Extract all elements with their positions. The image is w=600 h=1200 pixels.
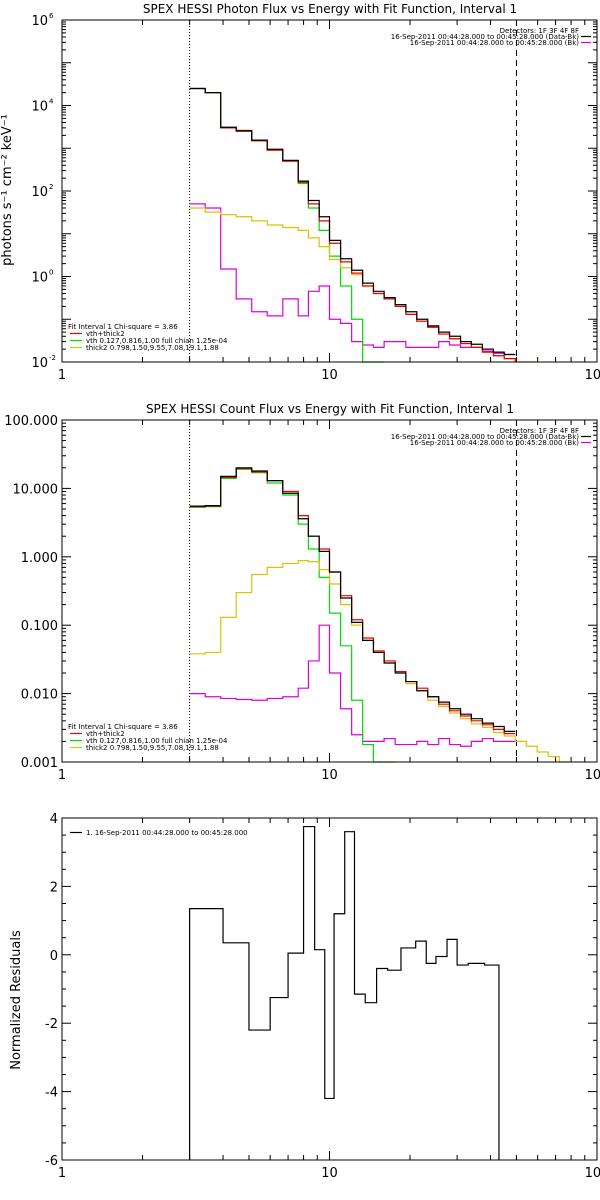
residuals-legend-text: 1. 16-Sep-2011 00:44:28.000 to 00:45:28.… <box>86 829 248 837</box>
count-flux-legend-bottom-text: Fit Interval 1 Chi-square = 3.86 <box>68 723 178 731</box>
photon-flux-series <box>189 20 538 363</box>
photon-flux-title: SPEX HESSI Photon Flux vs Energy with Fi… <box>143 2 517 16</box>
photon-flux-y-tick-label: 10 <box>31 185 48 200</box>
photon-flux-y-tick-exponent: 4 <box>49 98 54 106</box>
count-flux-y-tick-label: 0.100 <box>21 619 58 634</box>
count-flux-series-total <box>189 467 516 733</box>
photon-flux-legend-bottom-text: thick2 0.798,1.50,9.55,7.08,19.1,1.88 <box>86 344 219 352</box>
count-flux-y-tick-label: 100.000 <box>4 414 58 429</box>
residuals-y-tick-label: 0 <box>50 949 58 964</box>
photon-flux-x-tick-label: 1 <box>58 368 66 383</box>
photon-flux-plot-frame <box>61 19 598 363</box>
photon-flux-ylabel: photons s⁻¹ cm⁻² keV⁻¹ <box>0 114 15 266</box>
count-flux-series <box>189 420 571 763</box>
photon-flux-panel: SPEX HESSI Photon Flux vs Energy with Fi… <box>0 2 600 383</box>
count-flux-x-tick-label: 100 <box>585 768 600 783</box>
photon-flux-y-tick-label: 10 <box>31 100 48 115</box>
photon-flux-legend-top-text: 16-Sep-2011 00:44:28.000 to 00:45:28.000… <box>391 33 580 41</box>
residuals-y-tick-label: -6 <box>45 1154 58 1169</box>
count-flux-legend-top-text: 16-Sep-2011 00:44:28.000 to 00:45:28.000… <box>410 439 580 447</box>
residuals-series <box>189 825 500 1160</box>
count-flux-legend-top-text: Detectors: 1F 3F 4F 8F <box>500 427 579 435</box>
photon-flux-y-tick-label: 10 <box>31 14 48 29</box>
photon-flux-y-tick-label: 10 <box>31 271 48 286</box>
residuals-y-tick-label: -4 <box>45 1086 58 1101</box>
photon-flux-series-thermal <box>189 87 385 363</box>
photon-flux-y-tick-exponent: -2 <box>49 354 56 362</box>
photon-flux-x-tick-label: 10 <box>321 368 338 383</box>
photon-flux-series-background <box>189 203 516 356</box>
count-flux-x-tick-label: 10 <box>321 768 338 783</box>
residuals-axes: 1 10 100 -6 -4 -2 0 2 4 <box>45 812 600 1181</box>
photon-flux-x-tick-label: 100 <box>585 368 600 383</box>
count-flux-legend-top-text: 16-Sep-2011 00:44:28.000 to 00:45:28.000… <box>391 433 580 441</box>
photon-flux-series-total <box>189 87 516 356</box>
residuals-panel: Normalized Residuals 1 10 100 -6 -4 -2 0 2 4 1. … <box>9 812 600 1181</box>
photon-flux-legend-top-text: 16-Sep-2011 00:44:28.000 to 00:45:28.000… <box>410 39 580 47</box>
residuals-x-tick-label: 10 <box>321 1166 338 1181</box>
residuals-plot-frame <box>61 817 598 1161</box>
photon-flux-y-tick-label: 10 <box>31 356 48 371</box>
count-flux-series-background <box>189 624 516 747</box>
count-flux-axes: 1 10 100 0.001 0.010 0.100 1.000 10.000 100.000 <box>4 414 600 783</box>
residuals-x-tick-label: 1 <box>58 1166 66 1181</box>
count-flux-legend-bottom-text: thick2 0.798,1.50,9.55,7.08,19.1,1.88 <box>86 744 219 752</box>
photon-flux-legend-bottom-text: Fit Interval 1 Chi-square = 3.86 <box>68 323 178 331</box>
photon-flux-legend-bottom-text: vth+thick2 <box>86 330 125 338</box>
count-flux-y-tick-label: 10.000 <box>13 482 59 497</box>
photon-flux-y-tick-exponent: 0 <box>49 269 53 277</box>
residuals-legend: 1. 16-Sep-2011 00:44:28.000 to 00:45:28.… <box>70 829 248 837</box>
count-flux-plot-frame <box>61 419 598 763</box>
count-flux-panel: SPEX HESSI Count Flux vs Energy with Fit… <box>4 402 600 783</box>
residuals-series-total <box>189 825 500 1160</box>
residuals-x-tick-label: 100 <box>585 1166 600 1181</box>
photon-flux-legend-bottom-text: vth 0.127,0.816,1.00 full chian 1.25e-04 <box>86 337 228 345</box>
residuals-ylabel: Normalized Residuals <box>9 930 24 1070</box>
residuals-y-tick-label: 4 <box>50 812 58 827</box>
photon-flux-legend-top-text: Detectors: 1F 3F 4F 8F <box>500 27 579 35</box>
photon-flux-series-nonthermal <box>189 207 538 363</box>
residuals-y-tick-label: -2 <box>45 1017 58 1032</box>
count-flux-x-tick-label: 1 <box>58 768 66 783</box>
count-flux-y-tick-label: 0.001 <box>21 756 58 771</box>
count-flux-legend-bottom-text: vth+thick2 <box>86 730 125 738</box>
count-flux-title: SPEX HESSI Count Flux vs Energy with Fit… <box>146 402 514 416</box>
photon-flux-y-tick-exponent: 2 <box>49 183 53 191</box>
photon-flux-y-tick-exponent: 6 <box>49 12 54 20</box>
residuals-y-tick-label: 2 <box>50 880 58 895</box>
count-flux-legend-bottom-text: vth 0.127,0.816,1.00 full chian 1.25e-04 <box>86 737 228 745</box>
count-flux-series-model <box>189 467 516 735</box>
count-flux-series-thermal <box>189 468 396 763</box>
photon-flux-series-model <box>189 87 516 362</box>
count-flux-y-tick-label: 1.000 <box>21 551 58 566</box>
count-flux-y-tick-label: 0.010 <box>21 688 58 703</box>
